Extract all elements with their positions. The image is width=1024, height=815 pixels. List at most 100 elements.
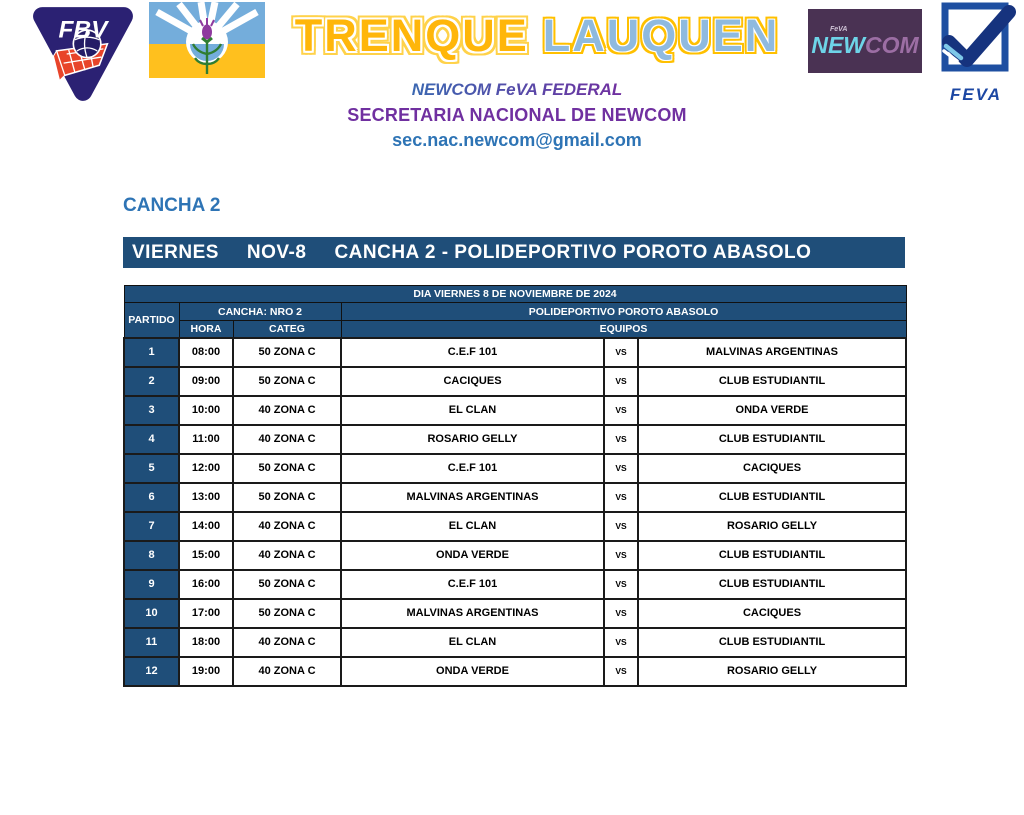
match-row: 4 11:00 40 ZONA C ROSARIO GELLY VS CLUB … (123, 423, 908, 455)
subtitle-newcom-feva-federal: NEWCOM FeVA FEDERAL (262, 80, 772, 100)
col-header-categ: CATEG (232, 320, 342, 338)
match-time: 18:00 (178, 626, 234, 658)
match-home-team: ONDA VERDE (340, 539, 605, 571)
match-away-team: ROSARIO GELLY (636, 655, 908, 687)
feva-logo: FEVA (933, 0, 1019, 112)
match-time: 16:00 (178, 568, 234, 600)
match-away-team: CLUB ESTUDIANTIL (636, 423, 908, 455)
match-time: 10:00 (178, 394, 234, 426)
match-row: 9 16:00 50 ZONA C C.E.F 101 VS CLUB ESTU… (123, 568, 908, 600)
banner-date: NOV-8 (246, 241, 307, 263)
match-number: 7 (123, 510, 180, 542)
match-away-team: ROSARIO GELLY (636, 510, 908, 542)
match-number: 6 (123, 481, 180, 513)
match-category: 50 ZONA C (232, 568, 342, 600)
fbv-logo-icon: FBV (25, 2, 141, 108)
table-date-header: DIA VIERNES 8 DE NOVIEMBRE DE 2024 (123, 285, 907, 303)
match-time: 15:00 (178, 539, 234, 571)
col-header-venue: POLIDEPORTIVO POROTO ABASOLO (340, 302, 907, 321)
col-header-cancha: CANCHA: NRO 2 (178, 302, 342, 321)
newcom-logo-feva-text: FeVA (830, 25, 848, 33)
trenque-lauquen-flag-icon (149, 1, 265, 78)
match-time: 12:00 (178, 452, 234, 484)
title-word-trenque: TRENQUE (294, 10, 529, 61)
match-home-team: C.E.F 101 (340, 452, 605, 484)
match-home-team: MALVINAS ARGENTINAS (340, 597, 605, 629)
title-word-lauquen: LAUQUEN (542, 10, 780, 61)
match-category: 40 ZONA C (232, 655, 342, 687)
match-number: 4 (123, 423, 180, 455)
fbv-logo-text: FBV (59, 17, 111, 44)
vs-label: VS (603, 510, 639, 542)
vs-label: VS (603, 423, 639, 455)
match-category: 40 ZONA C (232, 510, 342, 542)
schedule-banner: VIERNES NOV-8 CANCHA 2 - POLIDEPORTIVO P… (123, 237, 905, 268)
match-away-team: CLUB ESTUDIANTIL (636, 481, 908, 513)
match-number: 2 (123, 365, 180, 397)
match-row: 6 13:00 50 ZONA C MALVINAS ARGENTINAS VS… (123, 481, 908, 513)
vs-label: VS (603, 597, 639, 629)
match-category: 40 ZONA C (232, 539, 342, 571)
match-home-team: MALVINAS ARGENTINAS (340, 481, 605, 513)
match-time: 19:00 (178, 655, 234, 687)
match-number: 10 (123, 597, 180, 629)
match-time: 08:00 (178, 336, 234, 368)
match-home-team: ONDA VERDE (340, 655, 605, 687)
vs-label: VS (603, 626, 639, 658)
match-number: 3 (123, 394, 180, 426)
match-home-team: ROSARIO GELLY (340, 423, 605, 455)
match-number: 9 (123, 568, 180, 600)
match-away-team: CLUB ESTUDIANTIL (636, 626, 908, 658)
match-home-team: C.E.F 101 (340, 336, 605, 368)
contact-email: sec.nac.newcom@gmail.com (392, 130, 642, 150)
subtitle-secretaria-nacional: SECRETARIA NACIONAL DE NEWCOM (347, 105, 687, 125)
match-number: 12 (123, 655, 180, 687)
match-time: 11:00 (178, 423, 234, 455)
match-home-team: EL CLAN (340, 510, 605, 542)
page-title: TRENQUE LAUQUEN (263, 0, 811, 72)
match-home-team: C.E.F 101 (340, 568, 605, 600)
match-away-team: CACIQUES (636, 452, 908, 484)
banner-day: VIERNES (132, 241, 219, 263)
match-home-team: CACIQUES (340, 365, 605, 397)
match-category: 40 ZONA C (232, 423, 342, 455)
match-time: 17:00 (178, 597, 234, 629)
match-schedule-table: DIA VIERNES 8 DE NOVIEMBRE DE 2024 PARTI… (123, 285, 908, 687)
match-row: 7 14:00 40 ZONA C EL CLAN VS ROSARIO GEL… (123, 510, 908, 542)
match-away-team: CLUB ESTUDIANTIL (636, 365, 908, 397)
match-number: 11 (123, 626, 180, 658)
match-away-team: CLUB ESTUDIANTIL (636, 539, 908, 571)
col-header-partido: PARTIDO (123, 302, 180, 338)
schedule-body: 1 08:00 50 ZONA C C.E.F 101 VS MALVINAS … (123, 336, 908, 687)
match-category: 50 ZONA C (232, 481, 342, 513)
match-number: 5 (123, 452, 180, 484)
match-away-team: MALVINAS ARGENTINAS (636, 336, 908, 368)
match-time: 14:00 (178, 510, 234, 542)
match-away-team: ONDA VERDE (636, 394, 908, 426)
match-row: 1 08:00 50 ZONA C C.E.F 101 VS MALVINAS … (123, 336, 908, 368)
vs-label: VS (603, 568, 639, 600)
match-home-team: EL CLAN (340, 626, 605, 658)
match-row: 10 17:00 50 ZONA C MALVINAS ARGENTINAS V… (123, 597, 908, 629)
match-category: 40 ZONA C (232, 394, 342, 426)
vs-label: VS (603, 336, 639, 368)
match-category: 50 ZONA C (232, 452, 342, 484)
match-category: 50 ZONA C (232, 597, 342, 629)
banner-location: CANCHA 2 - POLIDEPORTIVO POROTO ABASOLO (334, 241, 812, 263)
match-number: 8 (123, 539, 180, 571)
vs-label: VS (603, 394, 639, 426)
match-home-team: EL CLAN (340, 394, 605, 426)
match-row: 12 19:00 40 ZONA C ONDA VERDE VS ROSARIO… (123, 655, 908, 687)
match-category: 50 ZONA C (232, 336, 342, 368)
match-number: 1 (123, 336, 180, 368)
match-row: 11 18:00 40 ZONA C EL CLAN VS CLUB ESTUD… (123, 626, 908, 658)
vs-label: VS (603, 452, 639, 484)
vs-label: VS (603, 655, 639, 687)
match-time: 09:00 (178, 365, 234, 397)
newcom-logo: FeVA NEWCOM (808, 9, 922, 73)
match-away-team: CLUB ESTUDIANTIL (636, 568, 908, 600)
col-header-hora: HORA (178, 320, 234, 338)
match-category: 40 ZONA C (232, 626, 342, 658)
match-row: 3 10:00 40 ZONA C EL CLAN VS ONDA VERDE (123, 394, 908, 426)
